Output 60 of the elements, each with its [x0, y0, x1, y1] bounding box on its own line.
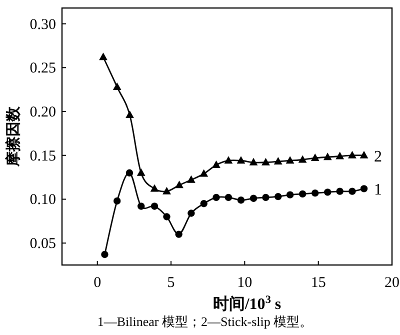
point — [336, 152, 344, 160]
point — [360, 150, 368, 158]
series-label: 1 — [374, 182, 382, 199]
point — [126, 110, 134, 118]
point — [310, 153, 320, 161]
point — [348, 188, 356, 195]
y-tick-label: 0.05 — [30, 236, 56, 252]
point — [212, 194, 220, 202]
point — [99, 52, 108, 60]
point — [175, 230, 182, 238]
point — [175, 180, 184, 188]
point — [286, 191, 294, 198]
point — [212, 160, 220, 168]
point — [336, 188, 344, 195]
point — [312, 189, 319, 197]
y-tick-label: 0.20 — [30, 104, 56, 120]
text: 1—Bilinear 模型；2—Stick-slip 模型。 — [97, 314, 313, 329]
point — [224, 194, 232, 202]
point — [126, 169, 134, 176]
point — [163, 213, 170, 220]
point — [298, 155, 307, 163]
point — [348, 150, 356, 158]
point — [162, 186, 171, 194]
x-tick-label: 20 — [384, 275, 400, 291]
point — [101, 250, 108, 258]
point — [200, 200, 208, 208]
point — [298, 190, 306, 198]
x-tick-label: 0 — [94, 275, 102, 291]
point — [274, 192, 282, 200]
point — [237, 196, 245, 204]
x-tick-label: 5 — [167, 275, 175, 291]
point — [114, 197, 121, 205]
point — [323, 152, 332, 160]
point — [262, 158, 270, 166]
point — [236, 156, 246, 164]
point — [262, 194, 270, 202]
y-axis-title: 摩擦因数 — [4, 106, 22, 168]
x-axis-title: 时间/10$^{3}$ s — [212, 294, 282, 313]
point — [200, 169, 208, 177]
point — [138, 202, 145, 210]
y-tick-label: 0.30 — [30, 16, 56, 33]
point — [112, 82, 122, 90]
x-tick-label: 10 — [237, 275, 252, 291]
point — [136, 168, 146, 176]
point — [150, 202, 158, 210]
point — [249, 158, 258, 166]
point — [250, 194, 258, 202]
point — [324, 188, 332, 196]
point — [187, 175, 196, 183]
point — [286, 156, 294, 164]
y-tick-label: 0.25 — [30, 60, 56, 77]
point — [224, 156, 233, 164]
point — [188, 210, 195, 217]
series-label: 2 — [374, 148, 382, 166]
y-tick-label: 0.15 — [30, 148, 56, 164]
point — [150, 184, 159, 192]
x-tick-label: 15 — [310, 275, 326, 291]
point — [274, 157, 282, 164]
y-tick-label: 0.10 — [30, 192, 56, 208]
point — [360, 185, 368, 192]
